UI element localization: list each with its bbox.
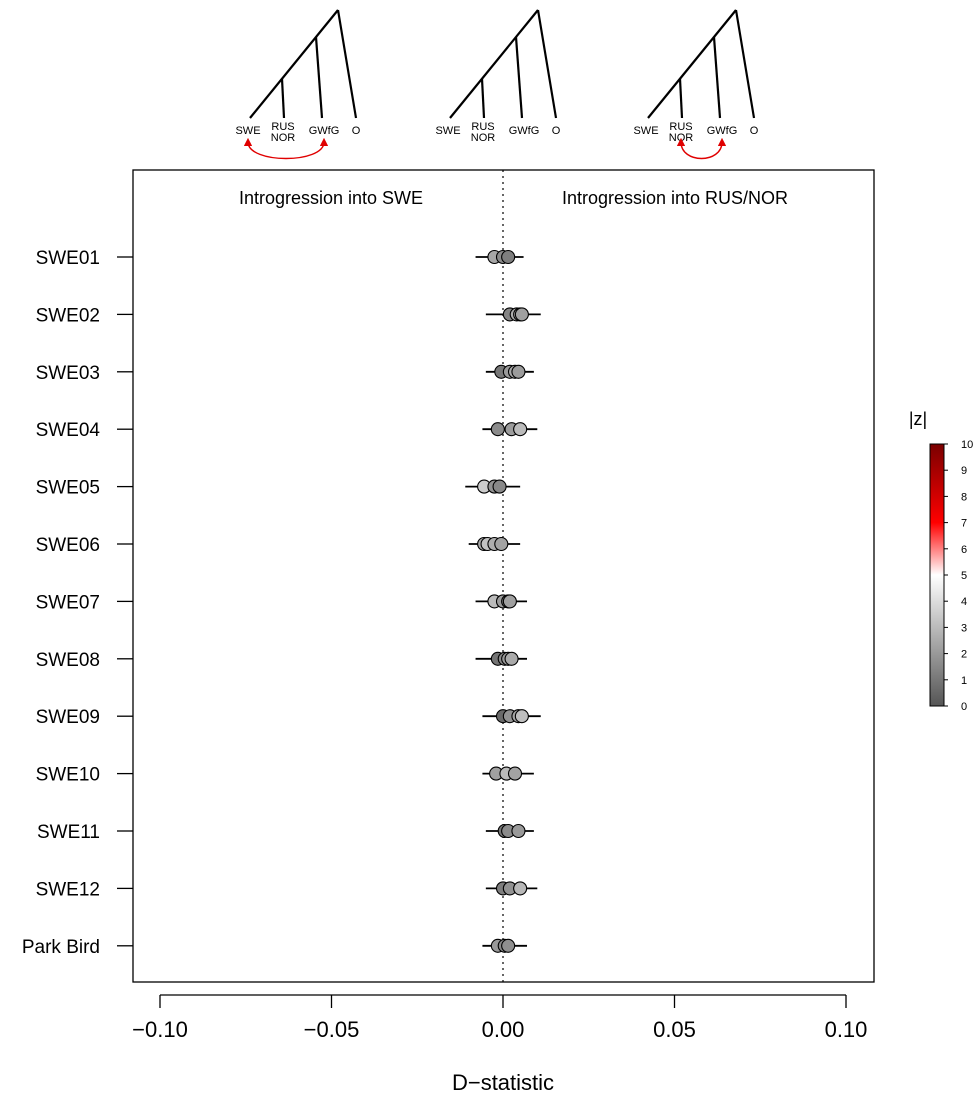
row-swe11: SWE11 <box>37 822 534 843</box>
row-swe08: SWE08 <box>36 650 528 671</box>
y-tick-label: SWE08 <box>36 650 100 671</box>
tree-tip-label: RUS <box>271 121 294 133</box>
colorbar-tick-label: 8 <box>961 491 967 503</box>
introgression-arrow <box>676 137 727 160</box>
colorbar-tick-label: 6 <box>961 544 967 556</box>
tree-branch <box>678 78 684 119</box>
data-point <box>513 881 528 896</box>
y-tick-label: SWE09 <box>36 707 100 728</box>
row-swe03: SWE03 <box>36 363 534 384</box>
data-point <box>490 422 505 437</box>
tree-tip-label: O <box>750 125 759 137</box>
row-swe10: SWE10 <box>36 765 534 786</box>
row-swe06: SWE06 <box>36 535 521 556</box>
tree-tip-label: NOR <box>471 132 496 144</box>
tree-tip-label: RUS <box>669 121 692 133</box>
tree-branch <box>314 36 324 119</box>
colorbar-tick-label: 0 <box>961 701 967 713</box>
y-tick-label: SWE12 <box>36 879 100 900</box>
tree-branch <box>280 78 286 119</box>
colorbar-tick-label: 10 <box>961 439 973 451</box>
tree-tip-label: O <box>552 125 561 137</box>
y-tick-label: SWE06 <box>36 535 100 556</box>
y-tick-label: Park Bird <box>22 937 100 958</box>
data-point <box>502 594 517 609</box>
y-tick-label: SWE02 <box>36 305 100 326</box>
data-point <box>507 766 523 781</box>
tree-tip-label: O <box>352 125 361 137</box>
colorbar-tick-label: 2 <box>961 649 967 661</box>
data-point <box>513 422 528 437</box>
annotation-right: Introgression into RUS/NOR <box>562 188 788 208</box>
row-swe09: SWE09 <box>36 707 541 728</box>
introgression-arrow <box>243 137 329 160</box>
tree-tip-label: RUS <box>471 121 494 133</box>
tree-branch <box>480 78 486 119</box>
data-point <box>501 938 516 953</box>
z-colorbar: |z| 0 1 2 3 4 5 6 7 8 9 10 <box>909 409 973 713</box>
data-point <box>511 364 526 379</box>
colorbar-gradient <box>929 443 945 707</box>
tree-branch <box>449 9 539 119</box>
colorbar-tick-label: 1 <box>961 675 967 687</box>
colorbar-tick-label: 4 <box>961 596 967 608</box>
y-tick-label: SWE10 <box>36 765 100 786</box>
row-swe01: SWE01 <box>36 248 524 269</box>
x-tick-label: −0.05 <box>304 1017 360 1042</box>
tree-tip-label: SWE <box>435 125 460 137</box>
y-tick-label: SWE11 <box>37 822 100 843</box>
row-swe02: SWE02 <box>36 305 541 326</box>
tree-branch <box>647 9 737 119</box>
x-axis: −0.10 −0.05 0.00 0.05 0.10 <box>132 994 868 1042</box>
tree-branch <box>336 9 358 119</box>
tree-tip-label: SWE <box>633 125 658 137</box>
data-point <box>514 307 529 322</box>
sample-rows: SWE01 SWE02 SWE03 SWE04 SWE05 SWE06 SWE07 SWE08… <box>22 248 541 958</box>
tree-branch <box>536 9 558 119</box>
row-swe05: SWE05 <box>36 478 521 499</box>
x-axis-label: D−statistic <box>452 1070 554 1095</box>
row-park-bird: Park Bird <box>22 937 528 958</box>
data-point <box>511 823 526 839</box>
y-tick-label: SWE05 <box>36 478 100 499</box>
x-tick-label: −0.10 <box>132 1017 188 1042</box>
tree-branch <box>734 9 756 119</box>
tree-tip-label: SWE <box>235 125 260 137</box>
colorbar-tick-label: 7 <box>961 518 967 530</box>
tree-branch <box>712 36 722 119</box>
y-tick-label: SWE03 <box>36 363 100 384</box>
data-point <box>514 709 529 724</box>
tree-tip-label: GWfG <box>707 125 738 137</box>
tree-tip-label: NOR <box>271 132 296 144</box>
colorbar-tick-label: 9 <box>961 465 967 477</box>
x-tick-label: 0.10 <box>825 1017 868 1042</box>
x-tick-label: 0.05 <box>653 1017 696 1042</box>
colorbar-tick-label: 3 <box>961 622 967 634</box>
row-swe04: SWE04 <box>36 420 538 441</box>
annotation-left: Introgression into SWE <box>239 188 423 208</box>
data-point <box>492 479 507 494</box>
row-swe07: SWE07 <box>36 592 528 613</box>
colorbar-tick-label: 5 <box>961 570 967 582</box>
data-point <box>494 536 509 552</box>
y-tick-label: SWE07 <box>36 592 100 613</box>
data-point <box>504 651 519 666</box>
data-point <box>501 249 516 265</box>
tree-tip-label: GWfG <box>509 125 540 137</box>
x-tick-label: 0.00 <box>482 1017 525 1042</box>
y-tick-label: SWE01 <box>36 248 100 269</box>
colorbar-title: |z| <box>909 409 927 429</box>
row-swe12: SWE12 <box>36 879 538 900</box>
tree-branch <box>249 9 339 119</box>
tree-tip-label: GWfG <box>309 125 340 137</box>
tree-branch <box>514 36 524 119</box>
y-tick-label: SWE04 <box>36 420 101 441</box>
